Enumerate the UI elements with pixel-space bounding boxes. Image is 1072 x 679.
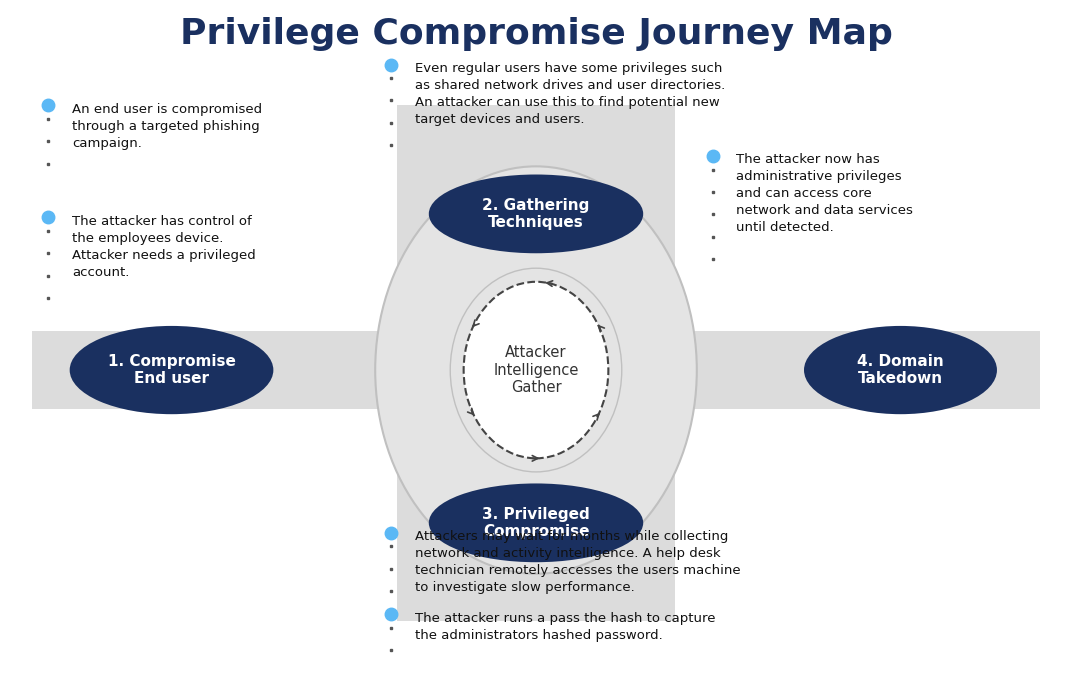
Ellipse shape (450, 268, 622, 472)
Text: 2. Gathering
Techniques: 2. Gathering Techniques (482, 198, 590, 230)
Ellipse shape (375, 166, 697, 574)
Text: 4. Domain
Takedown: 4. Domain Takedown (858, 354, 943, 386)
Ellipse shape (463, 282, 609, 458)
Text: The attacker now has
administrative privileges
and can access core
network and d: The attacker now has administrative priv… (736, 153, 913, 234)
Ellipse shape (70, 326, 273, 414)
Text: 1. Compromise
End user: 1. Compromise End user (107, 354, 236, 386)
Ellipse shape (429, 483, 643, 562)
Ellipse shape (804, 326, 997, 414)
Text: Attacker
Intelligence
Gather: Attacker Intelligence Gather (493, 345, 579, 395)
Ellipse shape (429, 175, 643, 253)
Text: Even regular users have some privileges such
as shared network drives and user d: Even regular users have some privileges … (415, 62, 725, 126)
Text: The attacker runs a pass the hash to capture
the administrators hashed password.: The attacker runs a pass the hash to cap… (415, 612, 715, 642)
Text: An end user is compromised
through a targeted phishing
campaign.: An end user is compromised through a tar… (72, 103, 262, 149)
Text: The attacker has control of
the employees device.
Attacker needs a privileged
ac: The attacker has control of the employee… (72, 215, 255, 278)
Bar (32, 331, 1040, 409)
Text: 3. Privileged
Compromise: 3. Privileged Compromise (482, 507, 590, 539)
Bar (397, 105, 675, 621)
Text: Privilege Compromise Journey Map: Privilege Compromise Journey Map (180, 17, 892, 51)
Text: Attackers may wait for months while collecting
network and activity intelligence: Attackers may wait for months while coll… (415, 530, 741, 594)
